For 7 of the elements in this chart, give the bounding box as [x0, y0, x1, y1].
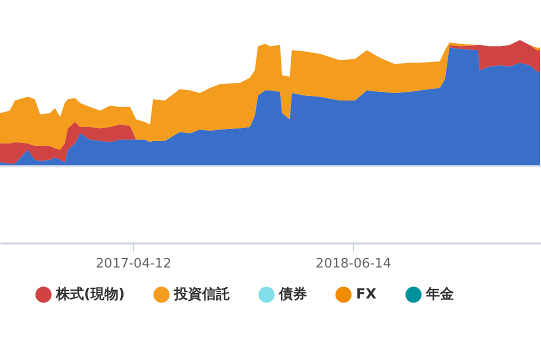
legend-label: 年金 — [425, 286, 455, 303]
x-tick-label: 2018-06-14 — [316, 256, 392, 272]
legend-label: FX — [356, 286, 377, 303]
x-tick-label: 2017-04-12 — [96, 256, 172, 272]
legend-label: 投資信託 — [173, 286, 230, 303]
legend-label: 株式(現物) — [55, 286, 125, 303]
legend-label: 債券 — [278, 286, 307, 303]
